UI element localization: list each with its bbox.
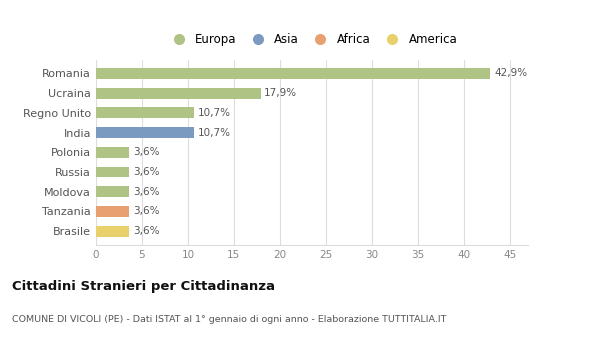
Bar <box>96 107 194 118</box>
Text: 10,7%: 10,7% <box>198 108 231 118</box>
Bar <box>96 167 129 177</box>
Text: 3,6%: 3,6% <box>133 226 159 236</box>
Text: 3,6%: 3,6% <box>133 206 159 216</box>
Text: 3,6%: 3,6% <box>133 187 159 197</box>
Text: Cittadini Stranieri per Cittadinanza: Cittadini Stranieri per Cittadinanza <box>12 280 275 293</box>
Bar <box>96 68 490 79</box>
Bar <box>96 226 129 237</box>
Bar <box>96 88 260 98</box>
Text: 3,6%: 3,6% <box>133 147 159 157</box>
Text: 3,6%: 3,6% <box>133 167 159 177</box>
Text: 42,9%: 42,9% <box>494 68 527 78</box>
Bar <box>96 147 129 158</box>
Text: 10,7%: 10,7% <box>198 127 231 138</box>
Bar <box>96 206 129 217</box>
Bar <box>96 127 194 138</box>
Text: COMUNE DI VICOLI (PE) - Dati ISTAT al 1° gennaio di ogni anno - Elaborazione TUT: COMUNE DI VICOLI (PE) - Dati ISTAT al 1°… <box>12 315 446 324</box>
Bar <box>96 186 129 197</box>
Text: 17,9%: 17,9% <box>264 88 298 98</box>
Legend: Europa, Asia, Africa, America: Europa, Asia, Africa, America <box>162 28 462 51</box>
